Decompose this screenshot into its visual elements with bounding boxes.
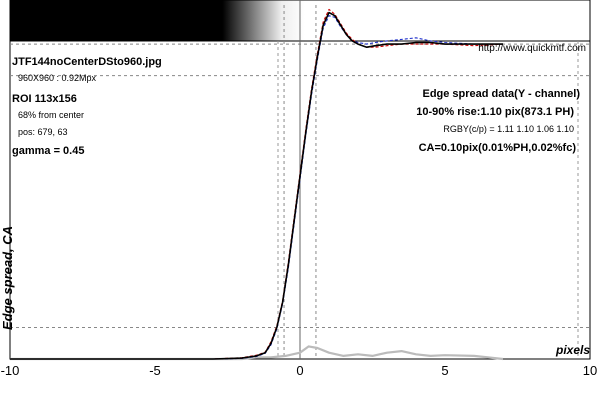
stats-title: Edge spread data(Y - channel): [422, 88, 580, 100]
x-tick-label: 0: [296, 363, 303, 378]
y-axis-label: Edge spread, CA: [0, 225, 15, 330]
x-tick-labels: -10 -5 0 5 10: [1, 363, 598, 378]
url-label: http://www.quickmtf.com: [478, 43, 586, 54]
series-group: [10, 8, 504, 361]
series-line: [10, 11, 503, 360]
rgby-label: RGBY(c/p) = 1.11 1.10 1.06 1.10: [443, 124, 574, 134]
gamma-label: gamma = 0.45: [12, 145, 85, 157]
series-line: [10, 345, 504, 361]
x-axis-label: pixels: [556, 343, 591, 357]
image-size-label: 960X960 : 0.92Mpx: [18, 73, 97, 83]
filename-label: JTF144noCenterDSto960.jpg: [12, 56, 162, 68]
roi-label: ROI 113x156: [12, 93, 77, 105]
ca-label: CA=0.10pix(0.01%PH,0.02%fc): [418, 142, 576, 154]
x-tick-label: 5: [441, 363, 448, 378]
x-tick-label: -10: [1, 363, 20, 378]
x-tick-label: 10: [583, 363, 597, 378]
reference-grid: [10, 0, 590, 359]
from-center-label: 68% from center: [18, 110, 85, 120]
edge-image-strip: [10, 0, 305, 41]
pos-label: pos: 679, 63: [18, 127, 68, 137]
rise-label: 10-90% rise:1.10 pix(873.1 PH): [416, 106, 574, 118]
x-tick-label: -5: [149, 363, 161, 378]
